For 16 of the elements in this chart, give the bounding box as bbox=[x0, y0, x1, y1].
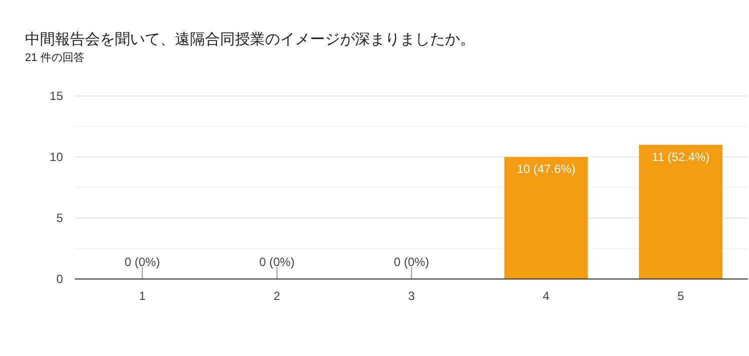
data-label: 11 (52.4%) bbox=[652, 150, 710, 164]
y-tick-label: 5 bbox=[56, 211, 64, 225]
x-tick-label: 1 bbox=[138, 289, 146, 303]
x-tick-label: 4 bbox=[542, 289, 550, 303]
x-tick-label: 3 bbox=[408, 289, 416, 303]
data-label: 0 (0%) bbox=[124, 255, 160, 269]
y-tick-label: 0 bbox=[56, 272, 64, 286]
y-tick-label: 15 bbox=[50, 89, 64, 103]
chart-title: 中間報告会を聞いて、遠隔合同授業のイメージが深まりましたか。 bbox=[25, 31, 475, 48]
x-tick-label: 2 bbox=[274, 289, 281, 303]
x-tick-label: 5 bbox=[677, 289, 684, 303]
data-label: 0 (0%) bbox=[394, 255, 430, 269]
data-label: 10 (47.6%) bbox=[516, 162, 576, 176]
chart-subtitle: 21 件の回答 bbox=[25, 52, 84, 64]
y-tick-label: 10 bbox=[50, 150, 64, 164]
data-label: 0 (0%) bbox=[259, 255, 295, 269]
